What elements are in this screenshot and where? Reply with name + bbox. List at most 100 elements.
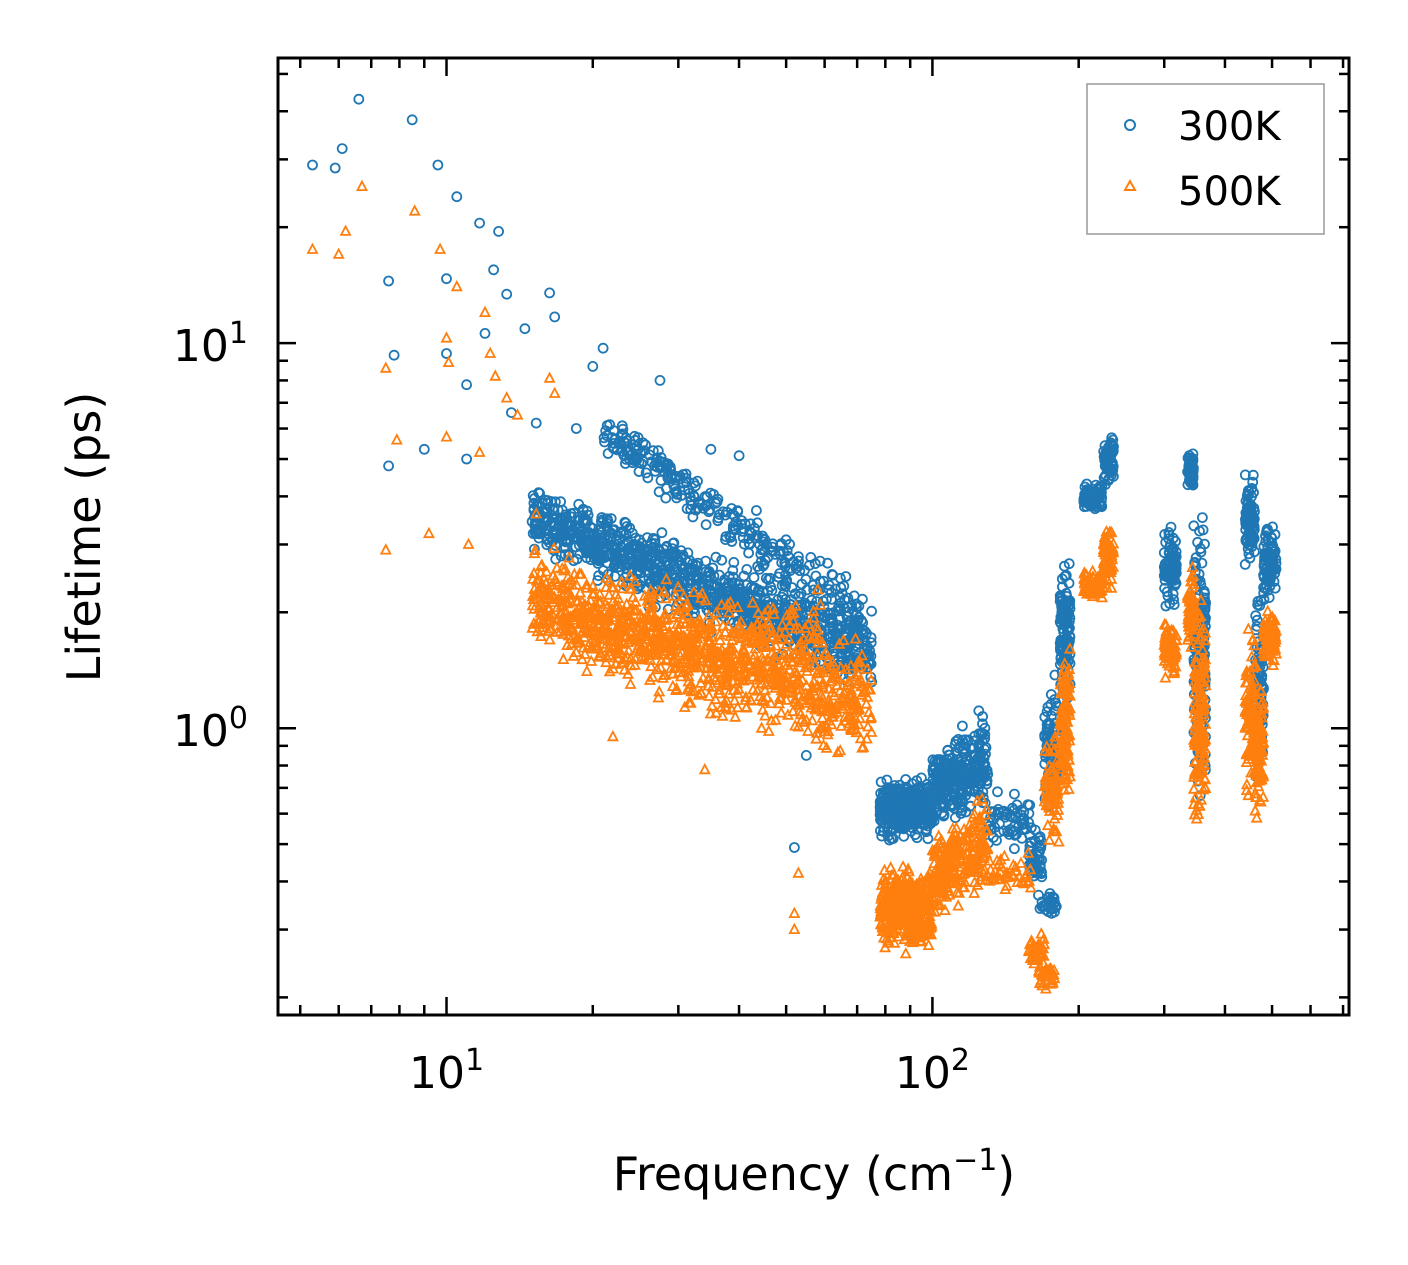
data-point-500K [561,638,574,650]
data-point-300K [1059,602,1071,614]
data-point-300K [418,443,430,455]
data-point-500K [593,595,605,607]
data-point-500K [702,609,715,621]
data-point-500K [624,658,637,671]
data-point-300K [705,443,717,455]
data-point-500K [808,631,821,644]
data-point-300K [826,587,837,598]
data-point-500K [621,614,634,626]
data-point-300K [886,805,897,817]
data-point-500K [925,919,938,932]
data-point-500K [655,653,668,666]
data-point-300K [968,751,980,763]
data-point-500K [818,648,831,660]
data-point-300K [1168,599,1180,610]
data-point-500K [751,684,764,696]
data-point-300K [969,735,981,747]
data-point-300K [729,608,741,620]
data-point-500K [693,613,706,625]
data-point-500K [861,720,874,732]
data-point-500K [703,689,716,701]
data-point-300K [1239,469,1251,481]
data-point-500K [616,581,629,594]
data-point-300K [1027,850,1039,861]
data-point-500K [994,865,1007,877]
data-point-500K [1038,937,1051,950]
data-point-300K [570,423,582,434]
data-point-500K [885,891,898,904]
data-point-500K [698,762,711,775]
data-point-500K [857,740,870,752]
data-point-500K [606,602,618,614]
data-point-500K [586,579,599,591]
data-point-300K [601,430,613,442]
data-point-500K [543,633,556,645]
data-point-300K [738,523,750,535]
data-point-300K [666,469,678,481]
data-point-500K [816,636,829,648]
data-point-500K [645,659,658,672]
data-point-500K [652,691,665,703]
data-point-300K [604,550,616,562]
data-point-500K [585,654,598,666]
data-point-300K [1243,528,1254,539]
data-point-500K [594,649,607,661]
data-point-500K [822,724,835,736]
data-point-500K [631,631,644,644]
data-point-300K [959,748,970,760]
data-point-500K [557,599,570,611]
data-point-500K [573,635,586,647]
data-point-500K [982,869,994,881]
data-point-500K [807,628,820,640]
data-point-500K [811,647,824,659]
data-point-500K [709,692,722,705]
data-point-500K [794,707,807,720]
data-point-500K [608,633,621,645]
data-point-300K [733,450,745,462]
data-point-500K [787,606,800,618]
data-point-300K [620,432,632,444]
data-point-500K [971,794,984,806]
data-point-500K [687,585,700,597]
data-point-300K [822,557,833,569]
data-point-500K [306,242,319,254]
data-point-300K [710,497,721,509]
data-point-500K [682,669,695,682]
data-point-300K [625,552,636,564]
data-point-500K [821,727,834,740]
data-point-500K [921,916,934,928]
data-point-500K [598,641,611,653]
data-point-500K [814,598,827,610]
data-point-300K [703,506,715,518]
data-point-500K [860,697,873,709]
data-point-500K [555,579,568,591]
data-point-300K [670,486,681,498]
data-point-300K [671,492,682,504]
data-point-300K [479,327,491,339]
data-point-500K [971,878,984,890]
data-point-500K [551,625,564,637]
data-point-300K [541,539,553,551]
data-point-500K [731,600,744,612]
data-point-500K [979,808,992,820]
data-point-500K [802,724,814,736]
data-point-300K [593,570,604,582]
data-point-500K [807,604,820,616]
data-point-500K [737,650,750,662]
data-point-500K [684,661,697,673]
data-point-500K [717,648,730,661]
data-point-300K [610,535,622,546]
data-point-300K [1063,558,1075,570]
data-point-500K [547,568,559,581]
data-point-500K [791,666,803,679]
data-point-500K [834,743,847,756]
data-point-500K [831,678,843,691]
data-point-500K [605,580,618,592]
data-point-300K [544,287,555,299]
data-point-500K [845,683,858,696]
data-point-500K [580,578,593,590]
data-point-500K [828,658,841,670]
data-point-500K [880,931,893,944]
data-point-500K [773,626,786,638]
data-point-300K [1099,460,1111,472]
